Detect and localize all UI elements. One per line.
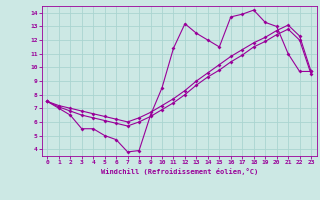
X-axis label: Windchill (Refroidissement éolien,°C): Windchill (Refroidissement éolien,°C) [100, 168, 258, 175]
